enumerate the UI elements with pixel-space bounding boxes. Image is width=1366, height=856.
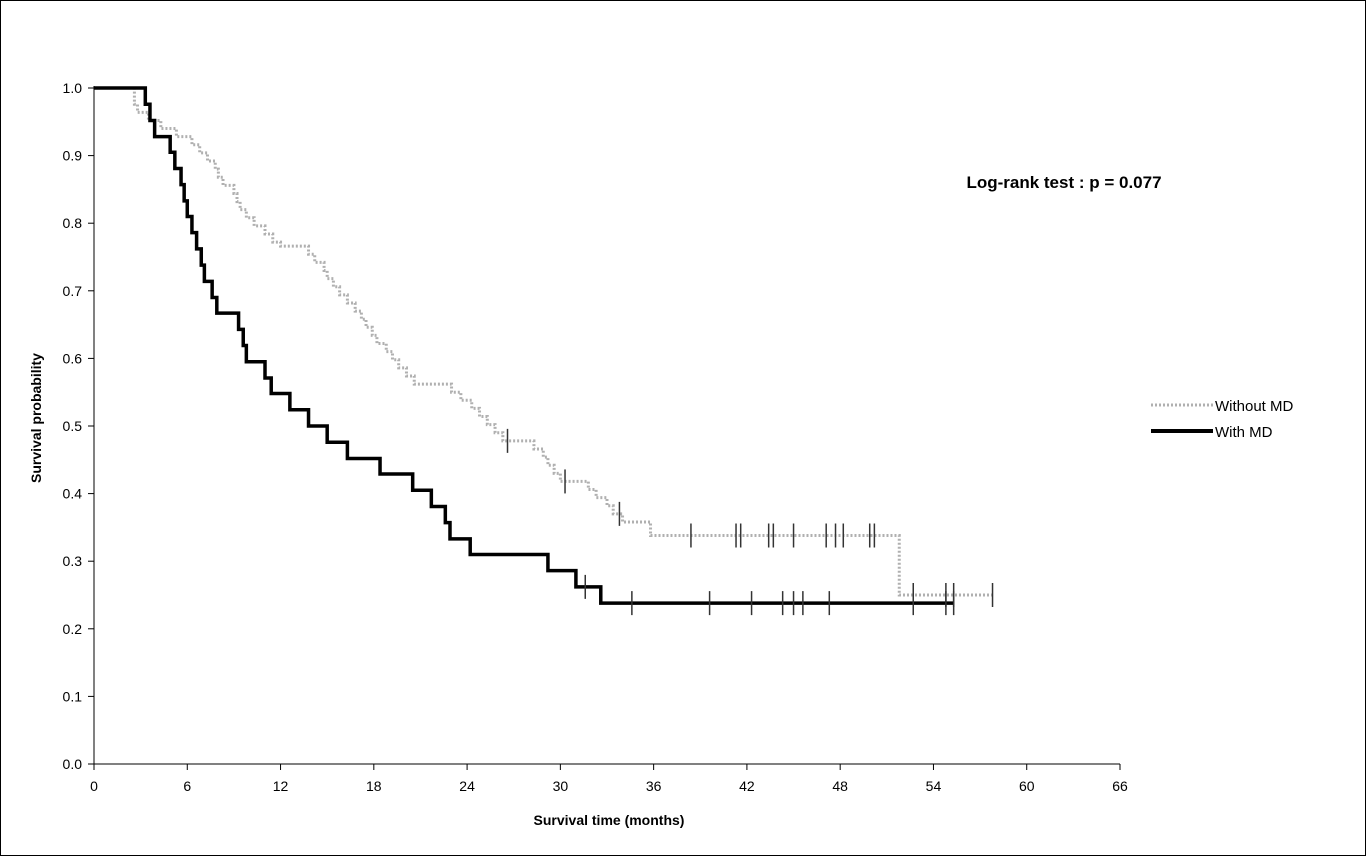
x-tick-label: 48 xyxy=(832,778,848,794)
x-tick-label: 12 xyxy=(273,778,289,794)
legend-label-without-md: Without MD xyxy=(1215,398,1294,415)
x-tick-label: 42 xyxy=(739,778,755,794)
legend-label-with-md: With MD xyxy=(1215,424,1273,441)
y-tick-label: 0.6 xyxy=(63,350,83,366)
log-rank-annotation: Log-rank test : p = 0.077 xyxy=(966,173,1161,192)
axes xyxy=(93,86,1120,765)
x-axis-title: Survival time (months) xyxy=(534,812,685,828)
x-tick-label: 30 xyxy=(553,778,569,794)
y-tick-label: 0.4 xyxy=(63,486,83,502)
y-tick-label: 0.0 xyxy=(63,756,83,772)
x-tick-label: 6 xyxy=(183,778,191,794)
x-tick-label: 18 xyxy=(366,778,382,794)
x-tick-label: 60 xyxy=(1019,778,1035,794)
survival-line-with-md xyxy=(94,86,954,605)
series-with-md xyxy=(94,86,955,616)
series-without-md xyxy=(94,86,994,607)
x-tick-label: 24 xyxy=(459,778,475,794)
x-tick-label: 0 xyxy=(90,778,98,794)
y-tick-label: 0.5 xyxy=(63,418,83,434)
y-tick-label: 0.9 xyxy=(63,148,83,164)
y-tick-label: 0.7 xyxy=(63,283,83,299)
y-tick-label: 0.3 xyxy=(63,553,83,569)
ticks: 0 6 12 18 24 30 36 42 48 54 60 66 0.0 0.1 0.2 0.3 0.4 0.5… xyxy=(63,80,1128,794)
x-tick-label: 36 xyxy=(646,778,662,794)
x-tick-label: 54 xyxy=(926,778,942,794)
x-tick-label: 66 xyxy=(1112,778,1128,794)
y-tick-label: 0.2 xyxy=(63,621,83,637)
y-tick-label: 1.0 xyxy=(63,80,83,96)
survival-line-without-md xyxy=(94,86,993,597)
y-tick-label: 0.1 xyxy=(63,688,83,704)
survival-curves xyxy=(94,86,994,616)
y-axis-title: Survival probability xyxy=(28,353,44,483)
legend: Without MD With MD xyxy=(1151,398,1294,441)
y-tick-label: 0.8 xyxy=(63,215,83,231)
